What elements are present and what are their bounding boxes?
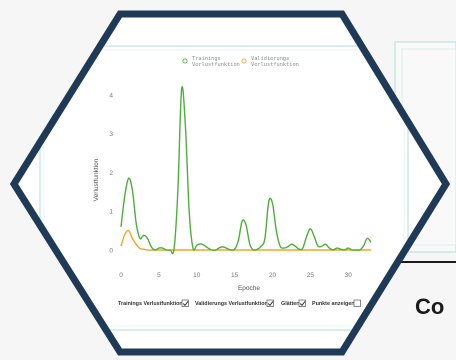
legend-validation-line1: Validierungs (251, 56, 289, 62)
x-axis-label: Epoche (238, 285, 260, 292)
series-layer (120, 86, 372, 255)
control-smooth-label: Glätten (281, 301, 300, 307)
y-tick-label: 3 (109, 131, 113, 138)
control-training-label: Trainings Verlustfunktion (118, 301, 183, 307)
legend-training-line1: Trainings (192, 56, 221, 62)
control-points-label: Punkte anzeigen (312, 301, 355, 307)
x-tick-label: 5 (157, 272, 161, 279)
x-tick-label: 20 (269, 272, 277, 279)
y-tick-label: 1 (109, 209, 113, 216)
y-tick-label: 2 (109, 170, 113, 177)
chart-panel-frame (39, 45, 409, 331)
check-icon (182, 301, 189, 306)
controls-row: Trainings Verlustfunktion Validierungs V… (118, 299, 361, 307)
chart-panel-frame-inner (43, 49, 405, 327)
legend-validation-line2: Verlustfunktion (251, 62, 299, 68)
y-axis-ticks: 0 1 2 3 4 (109, 92, 113, 254)
x-axis-ticks: 0 5 10 15 20 25 30 (119, 272, 352, 279)
control-training-checkbox[interactable] (181, 299, 189, 307)
check-icon (267, 301, 274, 306)
y-tick-label: 0 (109, 247, 113, 254)
training-loss-line (120, 86, 372, 255)
legend-training-line2: Verlustfunktion (192, 62, 240, 68)
validation-loss-line (120, 229, 371, 251)
x-tick-label: 10 (193, 272, 201, 279)
control-points-checkbox[interactable] (353, 299, 361, 307)
legend-validation-marker (241, 58, 247, 64)
x-tick-label: 25 (307, 272, 315, 279)
hexagon-frame (9, 10, 451, 356)
caption-text: Co (415, 294, 445, 319)
control-validation-label: Validierungs Verlustfunktion (195, 301, 268, 307)
x-tick-label: 15 (231, 272, 239, 279)
legend: Trainings Verlustfunktion Validierungs V… (182, 56, 299, 68)
check-icon (299, 301, 306, 306)
x-tick-label: 0 (119, 272, 123, 279)
y-tick-label: 4 (109, 92, 113, 99)
legend-training-marker (182, 58, 188, 64)
control-smooth-checkbox[interactable] (298, 299, 306, 307)
control-validation-checkbox[interactable] (266, 299, 274, 307)
x-tick-label: 30 (345, 272, 353, 279)
y-axis-label: Verlustfunktion (93, 158, 100, 201)
